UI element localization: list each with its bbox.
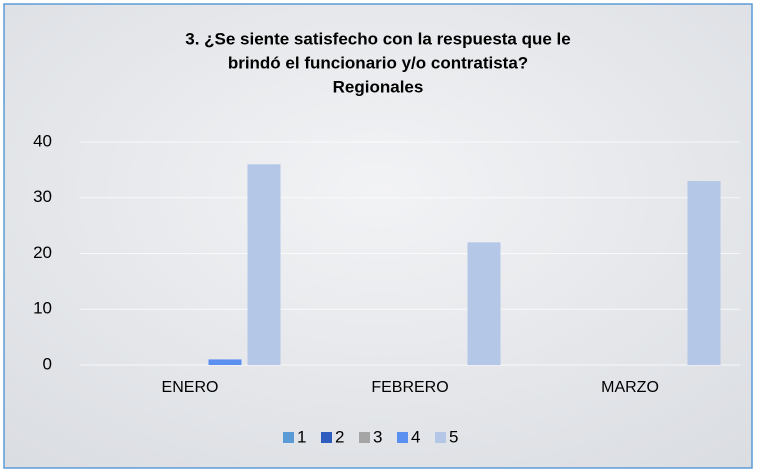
y-tick-label: 40 <box>33 131 52 150</box>
chart-title: brindó el funcionario y/o contratista? <box>228 53 528 72</box>
legend-swatch <box>435 432 446 443</box>
chart-frame <box>3 3 753 469</box>
legend-label: 2 <box>335 427 344 446</box>
legend-swatch <box>321 432 332 443</box>
x-tick-label: MARZO <box>601 379 659 396</box>
legend-label: 5 <box>449 427 458 446</box>
chart-title: Regionales <box>333 77 424 96</box>
y-tick-label: 30 <box>33 187 52 206</box>
legend-swatch <box>397 432 408 443</box>
x-tick-label: FEBRERO <box>371 379 448 396</box>
bar <box>687 181 721 365</box>
legend-label: 3 <box>373 427 382 446</box>
legend-label: 4 <box>411 427 420 446</box>
legend-swatch <box>359 432 370 443</box>
legend-label: 1 <box>297 427 306 446</box>
y-tick-label: 10 <box>33 299 52 318</box>
chart-title: 3. ¿Se siente satisfecho con la respuest… <box>185 29 570 48</box>
bar <box>247 164 281 365</box>
y-tick-label: 0 <box>43 354 52 373</box>
y-tick-label: 20 <box>33 243 52 262</box>
bar <box>208 359 242 365</box>
bar <box>467 242 501 365</box>
x-tick-label: ENERO <box>162 379 219 396</box>
legend-swatch <box>283 432 294 443</box>
